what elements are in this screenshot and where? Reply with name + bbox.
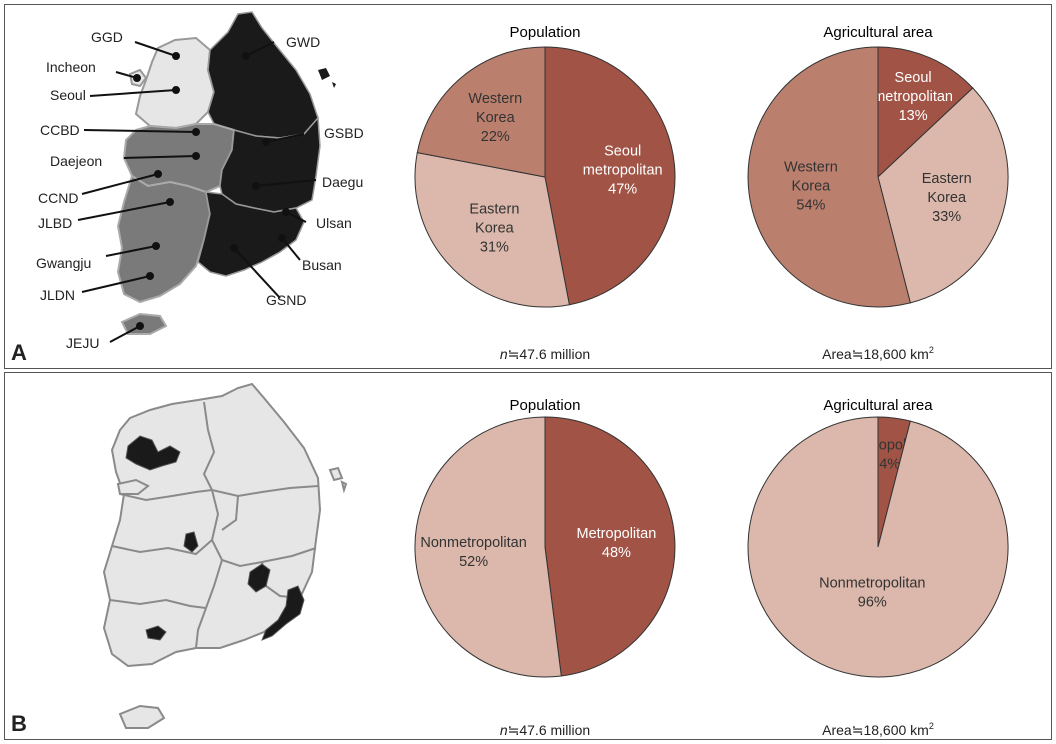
footnote-text: ≒47.6 million: [508, 346, 591, 362]
pie-slice-label: Nonmetropolitan: [819, 576, 925, 592]
pie-slice-label: Western: [784, 160, 838, 176]
map-label-jldn: JLDN: [40, 287, 75, 303]
pie-chart: Agricultural area Seoul metropolitan 13% Eas…: [747, 24, 1009, 362]
map-label-ccbd: CCBD: [40, 122, 80, 138]
map-label-gsbd: GSBD: [324, 125, 364, 141]
map-b-daegu: [247, 563, 271, 593]
pie-chart: Population Metropolitan 48% Nonmetropolitan…: [414, 397, 676, 738]
pie-slice-percent: 96%: [858, 595, 887, 611]
panel-a: A: [4, 4, 1052, 369]
pie-slice-percent: 13%: [899, 108, 928, 124]
map-b-daejeon: [183, 531, 199, 553]
pie-slice-label: Nonmetropolitan: [420, 535, 526, 551]
map-label-jlbd: JLBD: [38, 215, 72, 231]
pie-slice: [414, 416, 562, 678]
map-label-ulsan: Ulsan: [316, 215, 352, 231]
pie-title: Agricultural area: [823, 24, 933, 41]
pie-slice-percent: 31%: [480, 240, 509, 256]
map-b-jeju: [118, 704, 166, 729]
map-leader-lines: [77, 41, 317, 343]
pie-slice: [877, 46, 974, 179]
pie-slice: [414, 152, 570, 308]
korea-region-map-b: [102, 382, 348, 729]
map-region-ggd: [134, 36, 216, 130]
pie-footnote: Area≒18,600 km2: [822, 345, 934, 362]
map-label-incheon: Incheon: [46, 59, 96, 75]
map-label-daegu: Daegu: [322, 174, 363, 190]
map-b-ulsan-busan: [261, 585, 305, 641]
pie-slice-label: Western: [468, 91, 522, 107]
map-b-island-c: [340, 480, 348, 494]
footnote-text: ≒47.6 million: [508, 722, 591, 738]
map-label-gwd: GWD: [286, 34, 320, 50]
footnote-variable: n: [500, 722, 508, 738]
footnote-variable: n: [500, 346, 508, 362]
pie-slice-label: Metropolitan: [577, 526, 657, 542]
footnote-superscript: 2: [929, 721, 934, 731]
pie-slice-percent: 47%: [608, 182, 637, 198]
pie-slice-percent: 52%: [459, 554, 488, 570]
pie-slice-percent: 4%: [879, 457, 900, 473]
pie-slice-label: Eastern: [469, 202, 519, 218]
pie-slice-percent: 22%: [481, 129, 510, 145]
pie-title: Population: [510, 24, 581, 41]
pie-slice-percent: 48%: [602, 545, 631, 561]
map-b-island-a: [116, 478, 150, 495]
map-island-ulleung: [318, 68, 330, 80]
map-region-gwd: [207, 11, 319, 139]
pie-footnote: n≒47.6 million: [500, 722, 590, 738]
map-label-seoul: Seoul: [50, 87, 86, 103]
map-label-gsnd: GSND: [266, 292, 306, 308]
map-label-daejeon: Daejeon: [50, 153, 102, 169]
pie-slice-label: metropolitan: [583, 163, 663, 179]
pie-slice: [416, 46, 546, 178]
pie-slice-label: Eastern: [922, 171, 972, 187]
map-b-island-b: [328, 466, 344, 482]
map-label-jeju: JEJU: [66, 335, 99, 351]
pie-slice-label: Korea: [475, 221, 515, 237]
footnote-text: Area≒18,600 km: [822, 346, 929, 362]
panel-letter-a: A: [11, 340, 27, 365]
pie-slice-label: metropolitan: [873, 89, 953, 105]
map-label-ccnd: CCND: [38, 190, 78, 206]
pie-slice: [544, 46, 676, 306]
map-island-dokdo: [332, 82, 336, 88]
map-b-gwangju: [145, 625, 167, 641]
map-b-metropolitan-areas: [125, 435, 305, 641]
map-b-borders: [109, 401, 319, 649]
pie-slice: [877, 87, 1009, 304]
pie-chart: Population Seoul metropolitan 47% Eastern Kor…: [414, 24, 676, 362]
pie-slice-label: Seoul: [895, 70, 932, 86]
pie-charts: Population Seoul metropolitan 47% Eastern Kor…: [414, 24, 1009, 738]
map-region-gsnd: [197, 191, 305, 277]
panel-letter-b: B: [11, 711, 27, 736]
pie-footnote: Area≒18,600 km2: [822, 721, 934, 738]
pie-slice-label: Korea: [476, 110, 516, 126]
pie-slice-label: Korea: [792, 179, 832, 195]
footnote-superscript: 2: [929, 345, 934, 355]
map-label-busan: Busan: [302, 257, 342, 273]
map-label-ggd: GGD: [91, 29, 123, 45]
pie-slice-label: Seoul: [604, 144, 641, 160]
map-b-seoul-incheon: [125, 435, 181, 471]
pie-title: Agricultural area: [823, 397, 933, 414]
map-b-korea-outline: [102, 382, 322, 668]
pie-slice-percent: 33%: [932, 209, 961, 225]
footnote-text: Area≒18,600 km: [822, 722, 929, 738]
pie-slice-percent: 54%: [796, 198, 825, 214]
pie-footnote: n≒47.6 million: [500, 346, 590, 362]
pie-title: Population: [510, 397, 581, 414]
pie-slice: [747, 416, 1009, 678]
map-region-jeolla: [116, 174, 212, 304]
pie-chart: Agricultural areaMetropolitan4%Nonmetrop…: [747, 397, 1009, 738]
pie-slice-label: Korea: [927, 190, 967, 206]
map-label-gwangju: Gwangju: [36, 255, 91, 271]
korea-region-map-a: GGD Incheon Seoul CCBD Daejeon CCND JLBD…: [36, 11, 364, 351]
pie-slice: [544, 416, 676, 677]
pie-slice: [747, 46, 911, 308]
panel-b: B: [4, 372, 1052, 740]
